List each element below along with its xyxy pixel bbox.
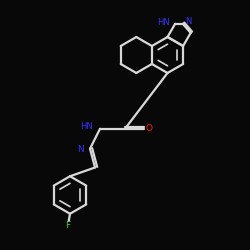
Text: HN: HN [158, 18, 170, 27]
Text: N: N [185, 17, 192, 26]
Text: N: N [77, 146, 84, 154]
Text: O: O [146, 124, 153, 133]
Text: F: F [66, 221, 70, 230]
Text: HN: HN [80, 122, 92, 131]
